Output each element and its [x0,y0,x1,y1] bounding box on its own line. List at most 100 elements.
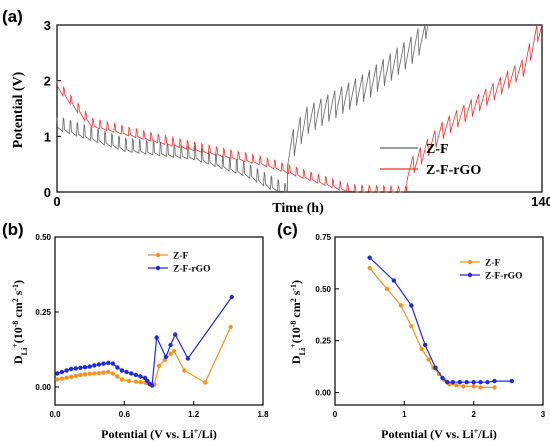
data-point-b-zf [203,380,208,385]
panel-label-b: (b) [2,220,24,239]
data-point-c-zf [461,384,466,389]
y-axis-title-b-sup4: -1 [11,284,20,291]
y-axis-title-b-text2: cm [11,302,25,320]
data-point-b-zf-rgo [96,362,102,367]
legend-label-a: Z-F [426,142,449,157]
y-axis-title-b: DLi+(10-8 cm2 s-1) [11,280,29,364]
data-point-c-zf [478,385,483,390]
x-axis-title-c-text2: /Li) [477,427,497,441]
data-point-b-zf-rgo [69,366,74,372]
y-axis-title-c-d: D [289,355,303,364]
data-point-b-zf-rgo [73,366,79,371]
ticks-b: 0.0 0.6 1.2 1.8 0.00 0.25 0.50 [35,233,269,419]
series-line-a-zf-rgo [56,24,543,193]
x-tick-label-c: 0 [333,410,338,419]
data-point-b-zf [119,377,125,382]
data-point-b-zf-rgo [92,363,97,368]
legend-label-c: Z-F-rGO [485,272,522,282]
data-point-c-zf [471,384,476,389]
panel-label-a: (a) [2,7,23,26]
plot-frame-c [334,236,544,406]
x-tick-label-b: 1.8 [257,410,269,419]
y-axis-title-c-sup4: -1 [289,284,298,291]
y-axis-title-b-text3: s [11,290,25,298]
series-line-a-zf [56,24,429,193]
y-axis-title-b-d: D [11,355,25,364]
data-point-b-zf-rgo [82,365,88,370]
x-tick-label-a: 140 [531,194,550,209]
data-point-b-zf-rgo [163,354,169,360]
y-tick-label-b: 0.00 [35,383,51,392]
data-point-c-zf [384,286,390,292]
y-tick-label-c: 0.25 [315,337,331,346]
data-point-b-zf-rgo [64,368,69,373]
data-point-c-zf-rgo [478,380,483,385]
data-point-c-zf-rgo [440,375,445,381]
data-point-b-zf [101,370,106,375]
data-point-b-zf [115,374,120,379]
panel-label-c: (c) [277,220,298,239]
x-tick-label-c: 3 [541,410,546,419]
y-tick-label-a: 1 [44,129,51,144]
legend-c: Z-F Z-F-rGO [460,259,522,282]
panel-c: (c) 0 1 2 3 0.00 0.25 0.50 0.75 Potential (V vs… [277,220,546,441]
series-lines-c [367,255,514,390]
data-point-b-zf [156,363,162,369]
data-point-c-zf-rgo [450,380,456,385]
x-axis-title-b: Potential (V vs. Li+/Li) [101,427,217,442]
x-tick-label-c: 2 [471,410,476,419]
data-point-c-zf-rgo [391,278,397,283]
data-point-b-zf-rgo [133,372,139,378]
y-axis-title-b-sup3: 2 [11,298,20,302]
series-lines-a [56,24,543,193]
x-axis-title-c-text1: Potential (V vs. Li [381,427,474,441]
data-point-b-zf-rgo [101,361,106,366]
x-axis-title-a: Time (h) [272,201,324,216]
x-tick-label-b: 1.2 [188,410,200,419]
data-point-b-zf-rgo [119,368,125,373]
legend-label-b: Z-F [173,252,189,262]
y-tick-label-a: 0 [44,185,51,200]
legend-label-a: Z-F-rGO [426,163,481,178]
data-point-b-zf [92,371,97,376]
y-axis-title-b-sup2: -8 [11,321,20,328]
y-axis-title-c-text3: s [289,290,303,298]
data-point-b-zf [55,377,60,382]
data-point-b-zf [59,376,65,381]
data-point-c-zf-rgo [492,378,497,384]
y-tick-label-b: 0.50 [35,233,51,242]
data-point-b-zf-rgo [115,365,120,370]
data-point-b-zf-rgo [149,383,155,388]
y-tick-label-c: 0.75 [315,233,331,242]
x-axis-title-c-sup: + [474,427,479,436]
data-point-b-zf [126,378,132,384]
data-point-b-zf [106,369,111,375]
data-point-b-zf-rgo [78,365,83,370]
y-axis-title-c: DLi+(10-8 cm2 s-1) [289,280,307,364]
x-axis-title-b-text2: /Li) [197,427,217,441]
data-point-b-zf-rgo [138,374,143,379]
y-axis-title-c-sup2: -8 [289,321,298,328]
data-point-b-zf-rgo [87,364,92,369]
plot-frame-b [54,236,264,406]
data-point-b-zf [110,371,116,376]
data-point-b-zf-rgo [129,371,134,376]
plot-frame-a [56,24,543,193]
x-axis-title-c: Potential (V vs. Li+/Li) [381,427,497,442]
data-point-b-zf [133,379,139,384]
data-point-b-zf [228,324,233,330]
data-point-b-zf-rgo [110,361,116,366]
legend-label-c: Z-F [485,259,501,269]
data-point-b-zf-rgo [106,360,111,366]
data-point-b-zf [138,380,143,385]
data-point-b-zf [73,373,79,379]
x-tick-label-c: 1 [402,410,407,419]
data-point-c-zf [454,383,459,388]
y-axis-title-b-text1: (10 [11,327,25,343]
data-point-b-zf-rgo [185,356,191,361]
series-line-b-zf-rgo [57,296,233,387]
data-point-b-zf-rgo [173,332,178,337]
data-point-c-zf [426,357,431,362]
legend-marker-b [155,252,161,258]
